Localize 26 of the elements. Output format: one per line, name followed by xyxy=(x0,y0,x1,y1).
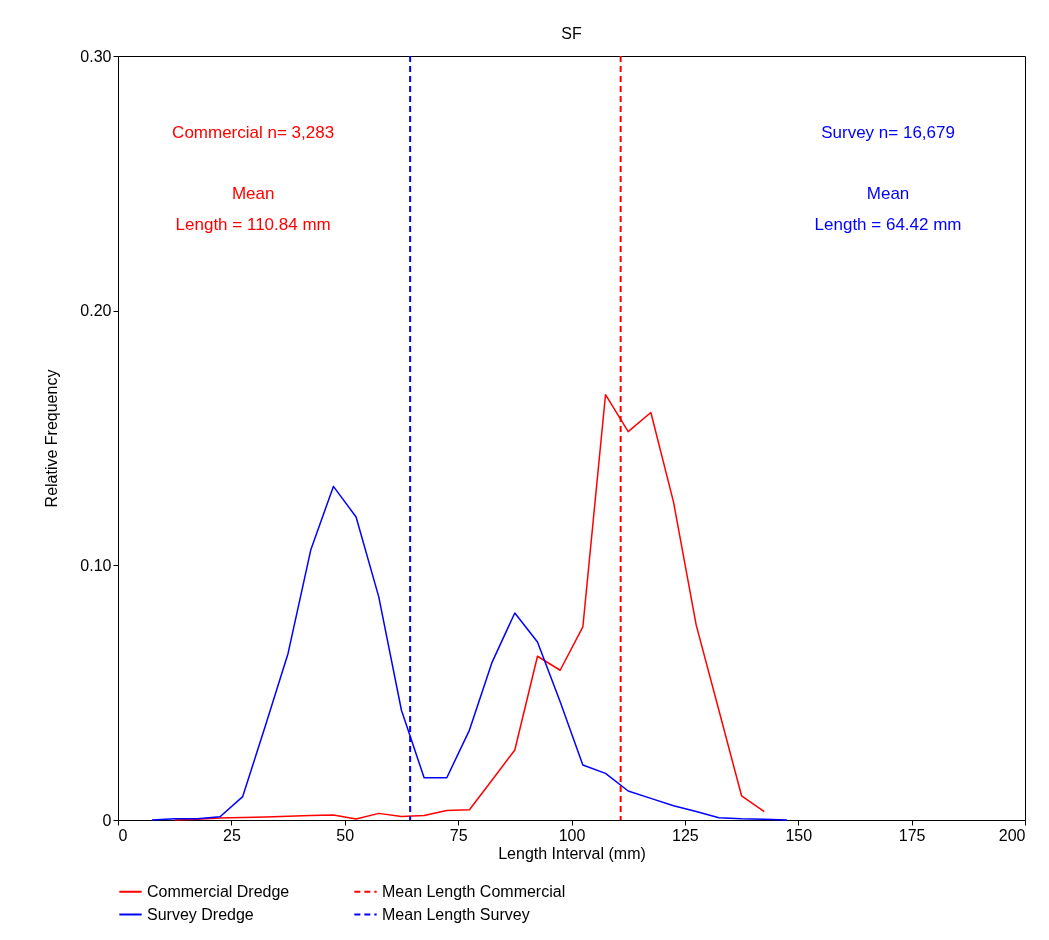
x-axis-title: Length Interval (mm) xyxy=(498,844,646,862)
annotation: Commercial n= 3,283 xyxy=(172,123,335,142)
legend-label: Mean Length Commercial xyxy=(382,882,566,900)
annotation: Survey n= 16,679 xyxy=(821,123,955,142)
y-tick-label: 0.10 xyxy=(80,556,112,574)
x-tick-label: 200 xyxy=(998,826,1026,844)
x-tick-label: 125 xyxy=(672,826,699,844)
annotation: Length = 64.42 mm xyxy=(814,215,962,234)
y-tick-label: 0 xyxy=(102,811,112,829)
legend-label: Commercial Dredge xyxy=(147,882,290,900)
x-tick-label: 25 xyxy=(222,826,241,844)
legend-label: Mean Length Survey xyxy=(382,905,530,923)
y-axis-title: Relative Frequency xyxy=(43,369,61,508)
legend-label: Survey Dredge xyxy=(147,905,254,923)
annotation: Mean xyxy=(866,184,910,203)
x-tick-label: 100 xyxy=(558,826,586,844)
x-tick-label: 175 xyxy=(898,826,926,844)
chart-title: SF xyxy=(561,25,582,42)
annotation: Mean xyxy=(231,184,275,203)
y-tick-label: 0.20 xyxy=(80,302,112,320)
x-tick-label: 150 xyxy=(785,826,813,844)
x-tick-label: 0 xyxy=(118,826,128,844)
x-tick-label: 50 xyxy=(336,826,355,844)
x-tick-label: 75 xyxy=(449,826,468,844)
y-tick-label: 0.30 xyxy=(80,47,112,65)
annotation: Length = 110.84 mm xyxy=(175,215,331,234)
